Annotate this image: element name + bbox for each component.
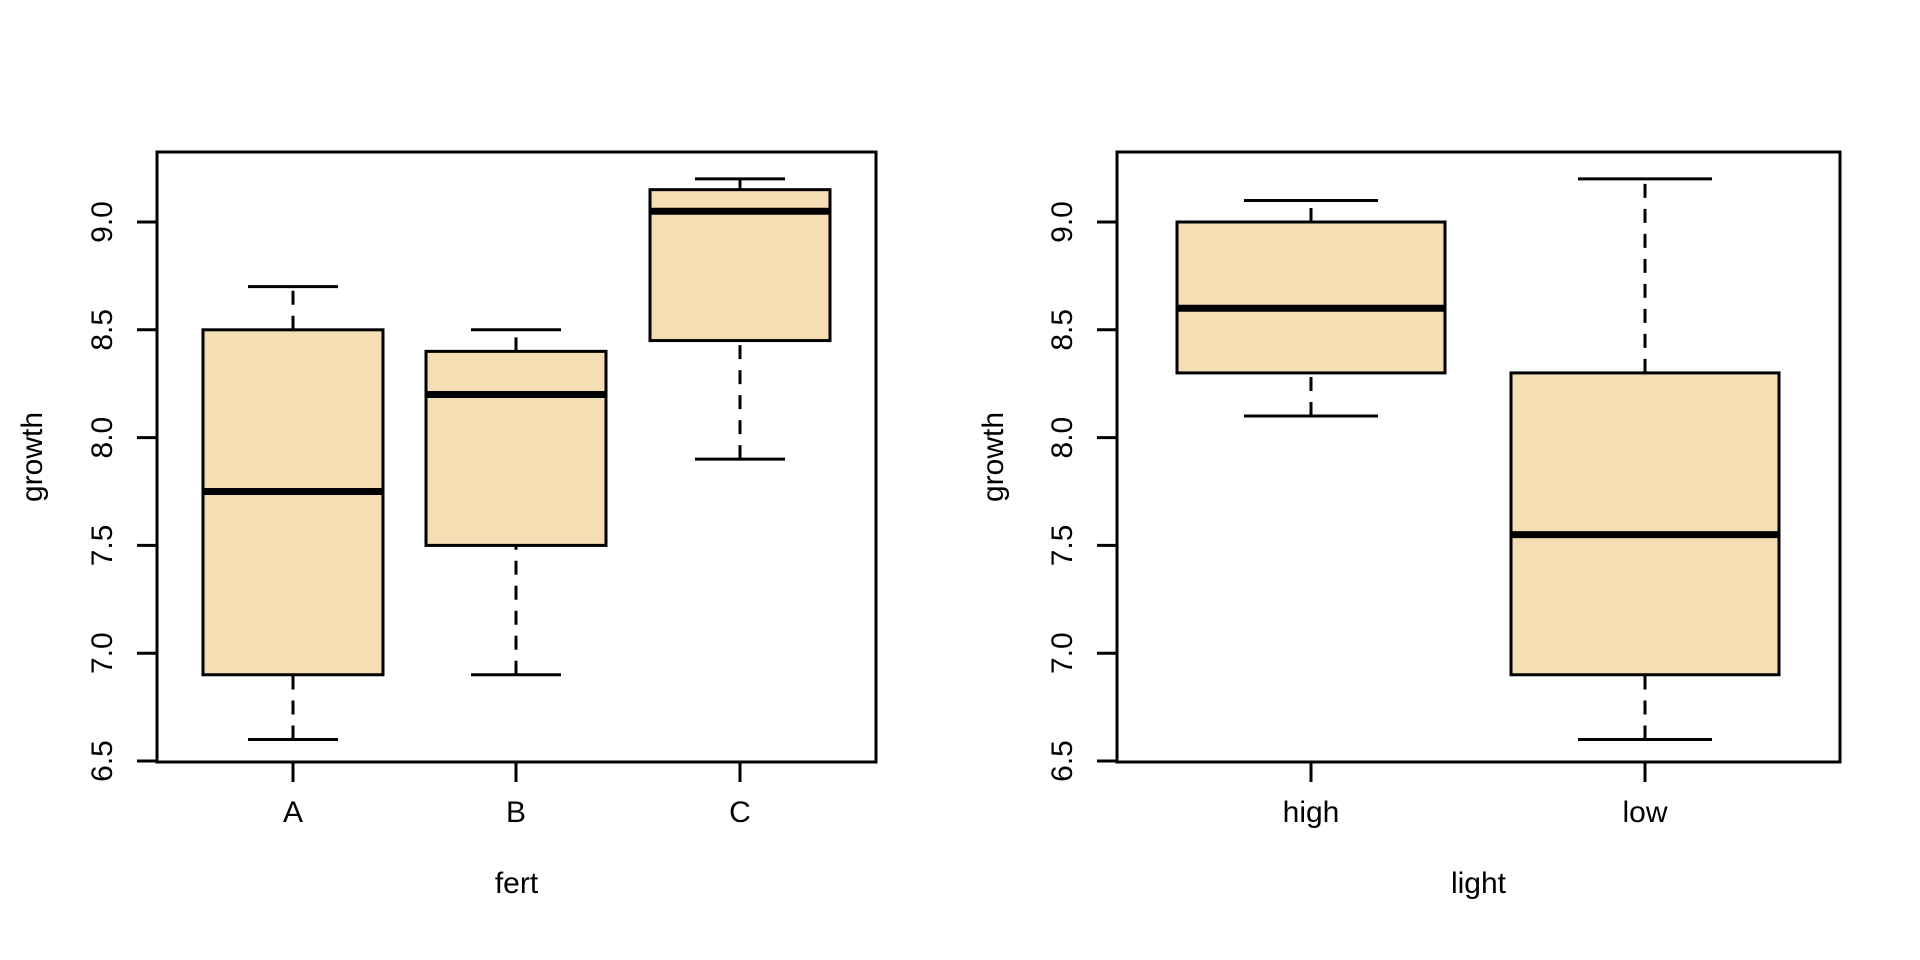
group-label-high: high [1283, 796, 1340, 829]
box-A [201, 328, 385, 677]
group-label-B: B [506, 796, 526, 829]
y-tick-label-7.5: 7.5 [86, 525, 119, 567]
x-axis-title: fert [495, 867, 539, 900]
box-B [424, 349, 608, 547]
y-tick-label-6.5: 6.5 [86, 740, 119, 782]
group-label-A: A [283, 796, 303, 829]
y-tick-label-7.5: 7.5 [1046, 525, 1079, 567]
y-axis-title: growth [977, 412, 1010, 502]
y-tick-label-6.5: 6.5 [1046, 740, 1079, 782]
y-tick-label-8.5: 8.5 [1046, 309, 1079, 351]
x-axis-title: light [1451, 867, 1507, 900]
y-tick-label-8.5: 8.5 [86, 309, 119, 351]
plot-border [155, 150, 878, 764]
plot-border [1115, 150, 1842, 764]
box-C [648, 188, 832, 343]
y-axis-title: growth [16, 412, 49, 502]
box-high [1175, 220, 1447, 375]
group-label-low: low [1622, 796, 1667, 829]
y-tick-label-8.0: 8.0 [86, 417, 119, 459]
y-tick-label-8.0: 8.0 [1046, 417, 1079, 459]
group-label-C: C [729, 796, 751, 829]
y-tick-label-9.0: 9.0 [1046, 201, 1079, 243]
y-tick-label-7.0: 7.0 [1046, 632, 1079, 674]
y-tick-label-9.0: 9.0 [86, 201, 119, 243]
y-tick-label-7.0: 7.0 [86, 632, 119, 674]
box-low [1509, 371, 1781, 677]
